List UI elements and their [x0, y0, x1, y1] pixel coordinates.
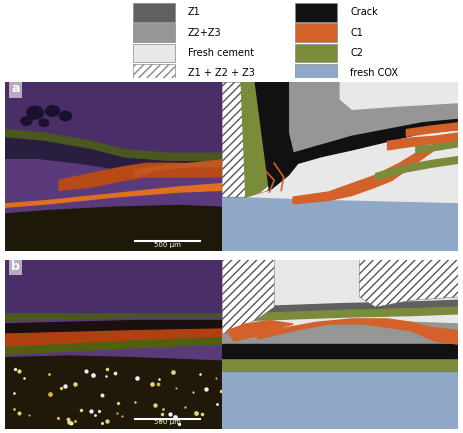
Polygon shape	[59, 163, 222, 191]
Polygon shape	[255, 82, 458, 191]
Polygon shape	[5, 260, 222, 314]
Polygon shape	[5, 129, 222, 162]
Bar	[295, 3, 337, 22]
Bar	[295, 44, 337, 62]
Polygon shape	[222, 322, 458, 344]
Text: b: b	[11, 260, 20, 273]
Polygon shape	[5, 82, 222, 153]
Polygon shape	[241, 82, 458, 197]
Text: Z2+Z3: Z2+Z3	[188, 28, 222, 38]
Circle shape	[21, 117, 32, 125]
Polygon shape	[5, 356, 222, 429]
Text: Crack: Crack	[350, 7, 378, 17]
Polygon shape	[222, 197, 458, 251]
Polygon shape	[376, 157, 458, 180]
Polygon shape	[222, 307, 458, 324]
Polygon shape	[293, 136, 458, 204]
Polygon shape	[5, 329, 222, 348]
Polygon shape	[340, 82, 458, 109]
Polygon shape	[222, 82, 293, 197]
Text: Z1: Z1	[188, 7, 201, 17]
Polygon shape	[5, 206, 222, 251]
Polygon shape	[5, 138, 222, 177]
Text: C2: C2	[350, 48, 363, 58]
Text: a: a	[11, 82, 19, 95]
Polygon shape	[222, 260, 274, 334]
Circle shape	[59, 111, 72, 121]
Polygon shape	[288, 82, 458, 153]
Circle shape	[27, 106, 44, 119]
Bar	[295, 23, 337, 42]
Text: 500 μm: 500 μm	[154, 242, 181, 248]
Text: C1: C1	[350, 28, 363, 38]
Polygon shape	[5, 337, 222, 354]
Bar	[133, 23, 175, 42]
Polygon shape	[222, 358, 458, 371]
Polygon shape	[5, 320, 222, 334]
Bar	[295, 64, 337, 83]
Text: fresh COX: fresh COX	[350, 68, 398, 78]
Text: Fresh cement: Fresh cement	[188, 48, 254, 58]
Polygon shape	[388, 133, 458, 150]
Polygon shape	[222, 371, 458, 429]
Text: Z1 + Z2 + Z3: Z1 + Z2 + Z3	[188, 68, 255, 78]
Bar	[133, 64, 175, 83]
Polygon shape	[5, 314, 222, 320]
Bar	[133, 44, 175, 62]
Polygon shape	[257, 319, 458, 344]
Polygon shape	[222, 344, 458, 358]
Polygon shape	[359, 260, 458, 307]
Text: 500 μm: 500 μm	[154, 419, 181, 425]
Polygon shape	[222, 301, 458, 317]
Polygon shape	[416, 141, 458, 153]
Polygon shape	[407, 123, 458, 136]
Circle shape	[39, 119, 49, 126]
Polygon shape	[5, 184, 222, 207]
Circle shape	[45, 106, 59, 116]
Polygon shape	[135, 160, 222, 177]
Polygon shape	[227, 320, 293, 341]
Bar	[133, 3, 175, 22]
